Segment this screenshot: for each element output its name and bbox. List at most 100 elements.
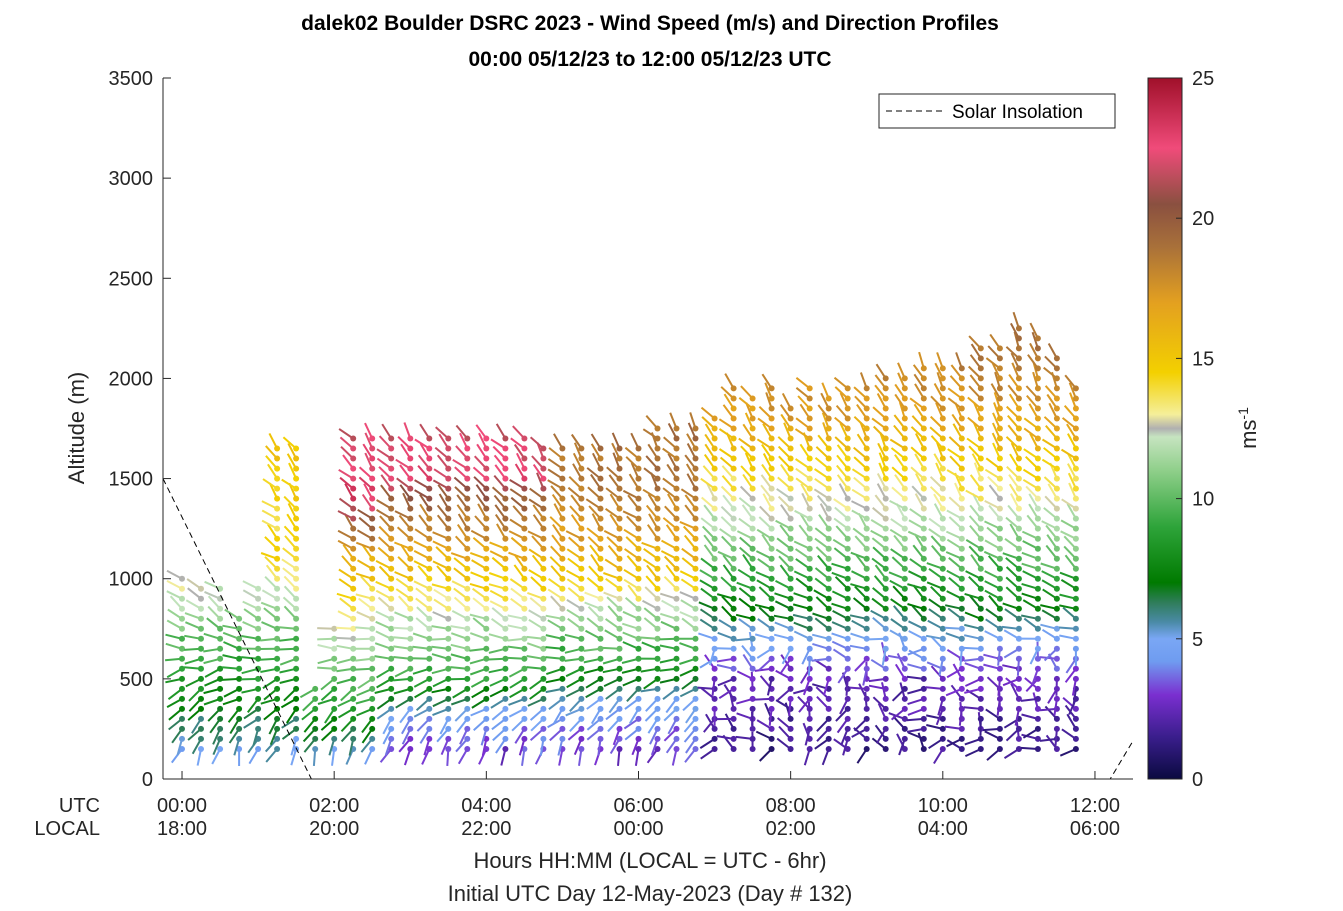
wind-barb-point <box>882 715 889 722</box>
wind-barb-point <box>255 605 262 612</box>
wind-barb-point <box>673 665 680 672</box>
wind-barb-point <box>749 675 756 682</box>
wind-barb-point <box>996 715 1003 722</box>
wind-barb-point <box>426 635 433 642</box>
wind-barb-point <box>616 695 623 702</box>
wind-barb-point <box>711 675 718 682</box>
wind-barb-point <box>882 585 889 592</box>
wind-barb-point <box>825 645 832 652</box>
wind-barb-point <box>1072 525 1079 532</box>
colorbar-tick-label: 15 <box>1192 348 1214 370</box>
wind-barb-point <box>654 535 661 542</box>
wind-profile-column <box>299 685 319 766</box>
wind-barb-point <box>236 645 243 652</box>
wind-barb-point <box>407 485 414 492</box>
wind-barb-point <box>1034 645 1041 652</box>
wind-barb-point <box>882 725 889 732</box>
wind-barb-point <box>939 375 946 382</box>
wind-barb-point <box>958 495 965 502</box>
wind-barb-point <box>521 735 528 742</box>
wind-barb-point <box>806 535 813 542</box>
wind-barb-point <box>388 695 395 702</box>
wind-barb-point <box>255 635 262 642</box>
y-tick-label: 500 <box>120 669 153 691</box>
wind-barb-point <box>901 675 908 682</box>
wind-barb-point <box>825 655 832 662</box>
wind-barb-point <box>540 635 547 642</box>
wind-barb-point <box>977 575 984 582</box>
wind-barb-point <box>996 505 1003 512</box>
wind-barb-point <box>483 625 490 632</box>
wind-barb-point <box>787 425 794 432</box>
wind-barb-point <box>274 555 281 562</box>
wind-barb-point <box>787 595 794 602</box>
wind-barb-point <box>388 515 395 522</box>
wind-barb-point <box>198 715 204 722</box>
wind-barb-point <box>730 675 737 682</box>
wind-barb-point <box>464 545 471 552</box>
wind-barb-point <box>844 445 851 452</box>
wind-barb-point <box>958 535 965 542</box>
wind-barb-point <box>521 495 528 502</box>
wind-barb-point <box>559 535 566 542</box>
wind-barb-point <box>483 595 490 602</box>
wind-barb-point <box>217 685 224 692</box>
wind-barb-point <box>388 705 395 712</box>
wind-barb-point <box>787 615 794 622</box>
wind-barb-point <box>825 575 832 582</box>
wind-barb-point <box>559 465 566 472</box>
wind-barb-point <box>559 545 566 552</box>
wind-barb-point <box>654 675 661 682</box>
wind-barb-point <box>597 555 604 562</box>
wind-barb-point <box>483 685 490 692</box>
wind-barb-point <box>673 605 680 612</box>
wind-barb-point <box>1053 585 1060 592</box>
wind-barb-point <box>977 465 984 472</box>
wind-barb-point <box>977 685 984 692</box>
wind-barb-point <box>1072 545 1079 552</box>
wind-barb-point <box>863 645 870 652</box>
wind-barb-point <box>635 465 642 472</box>
wind-barb-point <box>1072 746 1079 752</box>
wind-barb-point <box>673 505 680 512</box>
wind-barb-point <box>369 545 376 552</box>
wind-barb-point <box>616 665 623 672</box>
wind-barb-point <box>293 705 300 712</box>
wind-barb-point <box>787 555 794 562</box>
wind-barb-point <box>1053 645 1060 652</box>
wind-barb-point <box>939 685 946 692</box>
wind-barb-point <box>331 725 338 732</box>
wind-barb-point <box>293 475 300 482</box>
wind-barb-point <box>654 746 661 752</box>
wind-barb-point <box>255 595 262 602</box>
wind-barb-point <box>597 465 604 472</box>
wind-barb-point <box>483 435 490 442</box>
wind-barb-point <box>426 746 433 752</box>
wind-barb-point <box>274 545 281 552</box>
wind-barb-point <box>920 365 927 372</box>
wind-barb-point <box>882 746 889 752</box>
wind-barb-point <box>768 525 775 532</box>
wind-barb-point <box>1053 605 1060 612</box>
wind-barb-point <box>768 655 775 662</box>
wind-barb-point <box>578 475 585 482</box>
wind-barb-point <box>844 385 851 392</box>
wind-barb-point <box>939 465 946 472</box>
wind-barb-point <box>426 455 433 462</box>
wind-barb-point <box>502 735 509 742</box>
wind-barb-point <box>274 455 281 462</box>
wind-barb-point <box>844 645 851 652</box>
wind-profile-column <box>831 376 851 756</box>
wind-profile-column <box>545 433 566 766</box>
wind-barb-point <box>1015 685 1022 692</box>
wind-barb-point <box>939 715 946 722</box>
wind-barb-point <box>996 375 1003 382</box>
wind-barb-point <box>559 495 566 502</box>
wind-barb-point <box>198 605 204 612</box>
wind-profile-column <box>583 433 604 766</box>
wind-barb-point <box>521 725 528 732</box>
wind-barb-point <box>426 725 433 732</box>
wind-barb-point <box>407 535 414 542</box>
wind-barb-point <box>863 695 870 702</box>
